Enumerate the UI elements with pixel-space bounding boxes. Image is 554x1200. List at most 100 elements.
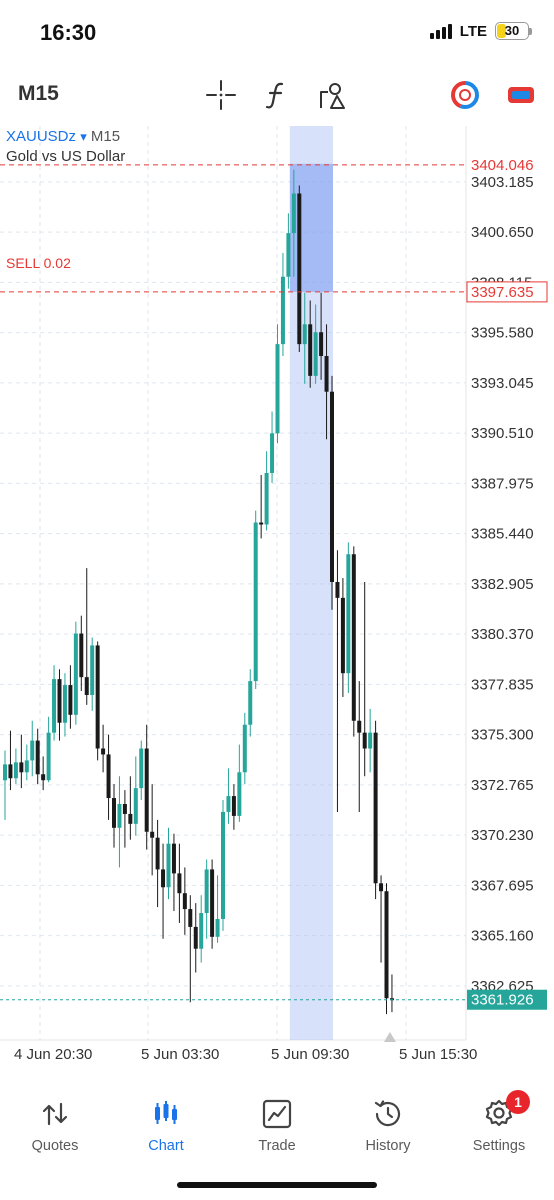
candle-body xyxy=(8,764,13,779)
price-tick-label: 3400.650 xyxy=(471,224,534,241)
candle-body xyxy=(155,837,160,870)
time-tick-label: 4 Jun 20:30 xyxy=(14,1046,92,1063)
tab-trade[interactable]: Trade xyxy=(222,1096,332,1154)
price-tick-label: 3367.695 xyxy=(471,877,534,894)
chart-icon xyxy=(111,1096,221,1132)
candle-body xyxy=(35,740,40,775)
price-tick-label: 3390.510 xyxy=(471,425,534,442)
candle-body xyxy=(3,764,7,781)
indicators-icon[interactable] xyxy=(260,78,294,112)
tab-history[interactable]: History xyxy=(333,1096,443,1154)
network-type: LTE xyxy=(459,22,487,40)
candle-body xyxy=(182,893,187,910)
candle-body xyxy=(340,597,345,674)
price-tick-label: 3395.580 xyxy=(471,325,534,342)
candle-body xyxy=(319,332,324,357)
candle-body xyxy=(171,843,176,874)
candle-body xyxy=(68,685,73,715)
price-tick-label: 3387.975 xyxy=(471,475,534,492)
candle-body xyxy=(351,554,356,721)
current-price-box xyxy=(467,989,547,1010)
candle-body xyxy=(286,233,291,277)
candle-body xyxy=(210,869,215,937)
price-tick-label: 3372.765 xyxy=(471,777,534,794)
candle-body xyxy=(177,873,182,894)
candle-body xyxy=(264,472,269,525)
home-indicator xyxy=(177,1182,377,1188)
candle-body xyxy=(297,193,302,345)
ask-price-label: 3404.046 xyxy=(471,157,534,174)
last-bar-marker-icon xyxy=(383,1032,396,1042)
candle-body xyxy=(117,804,122,828)
tab-label: History xyxy=(365,1138,411,1154)
price-tick-label: 3393.045 xyxy=(471,375,534,392)
symbol-name[interactable]: XAUUSDz xyxy=(6,128,77,145)
battery-percent: 30 xyxy=(504,23,520,38)
candle-body xyxy=(275,344,280,434)
price-tick-label: 3385.440 xyxy=(471,526,534,543)
selection-highlight-range xyxy=(289,163,333,292)
time-tick-label: 5 Jun 03:30 xyxy=(141,1046,219,1063)
candle-body xyxy=(161,869,166,888)
status-bar: 16:30 LTE 30 xyxy=(0,0,554,64)
candle-body xyxy=(324,356,329,392)
candle-body xyxy=(237,772,242,816)
candle-body xyxy=(24,760,29,773)
trade-panel-icon[interactable] xyxy=(504,78,538,112)
candle-body xyxy=(226,796,231,812)
price-tick-label: 3380.370 xyxy=(471,626,534,643)
tab-label: Trade xyxy=(258,1138,296,1154)
candle-body xyxy=(19,762,24,773)
candle-body xyxy=(46,732,51,781)
candle-body xyxy=(221,811,225,919)
sell-price-label: 3397.635 xyxy=(471,284,534,301)
price-tick-label: 3382.905 xyxy=(471,576,534,593)
candle-body xyxy=(41,774,46,781)
tab-label: Settings xyxy=(472,1138,526,1154)
chart-symbol-header[interactable]: XAUUSDz ▾ M15 xyxy=(6,128,120,145)
battery-icon: 30 xyxy=(495,22,529,40)
candle-body xyxy=(62,685,67,723)
status-time: 16:30 xyxy=(40,20,97,45)
candle-body xyxy=(362,732,367,749)
price-chart[interactable]: 3403.1853400.6503398.1153395.5803393.045… xyxy=(0,126,554,1066)
current-price-label: 3361.926 xyxy=(471,992,534,1009)
candle-body xyxy=(79,633,84,678)
sell-order-label[interactable]: SELL 0.02 xyxy=(6,255,71,271)
candle-body xyxy=(308,324,313,376)
settings-icon: 1 xyxy=(444,1090,554,1132)
candle-body xyxy=(122,804,127,814)
candle-body xyxy=(139,748,144,789)
time-tick-label: 5 Jun 09:30 xyxy=(271,1046,349,1063)
candle-body xyxy=(73,633,78,715)
one-click-trading-icon[interactable] xyxy=(448,78,482,112)
settings-badge: 1 xyxy=(506,1090,530,1114)
candle-body xyxy=(346,554,351,674)
candle-body xyxy=(204,869,209,914)
price-tick-label: 3375.300 xyxy=(471,727,534,744)
timeframe-button[interactable]: M15 xyxy=(18,82,59,105)
candle-body xyxy=(90,645,95,695)
tab-settings[interactable]: 1 Settings xyxy=(444,1090,554,1154)
symbol-dropdown-icon[interactable]: ▾ xyxy=(80,129,87,144)
candle-body xyxy=(52,679,57,733)
candle-body xyxy=(193,926,198,949)
tab-quotes[interactable]: Quotes xyxy=(0,1096,110,1154)
objects-icon[interactable] xyxy=(316,78,350,112)
symbol-description: Gold vs US Dollar xyxy=(6,148,126,165)
candle-body xyxy=(302,324,307,345)
candle-body xyxy=(253,522,258,682)
price-tick-label: 3377.835 xyxy=(471,676,534,693)
candle-body xyxy=(133,788,138,824)
candle-body xyxy=(231,796,236,816)
chart-toolbar: M15 xyxy=(0,70,554,120)
candle-body xyxy=(13,762,18,779)
candle-body xyxy=(248,681,253,725)
quotes-icon xyxy=(0,1096,110,1132)
candle-body xyxy=(280,276,285,345)
trade-icon xyxy=(222,1096,332,1132)
crosshair-icon[interactable] xyxy=(204,78,238,112)
candle-body xyxy=(84,677,89,695)
tab-chart[interactable]: Chart xyxy=(111,1096,221,1154)
candle-body xyxy=(270,433,275,473)
